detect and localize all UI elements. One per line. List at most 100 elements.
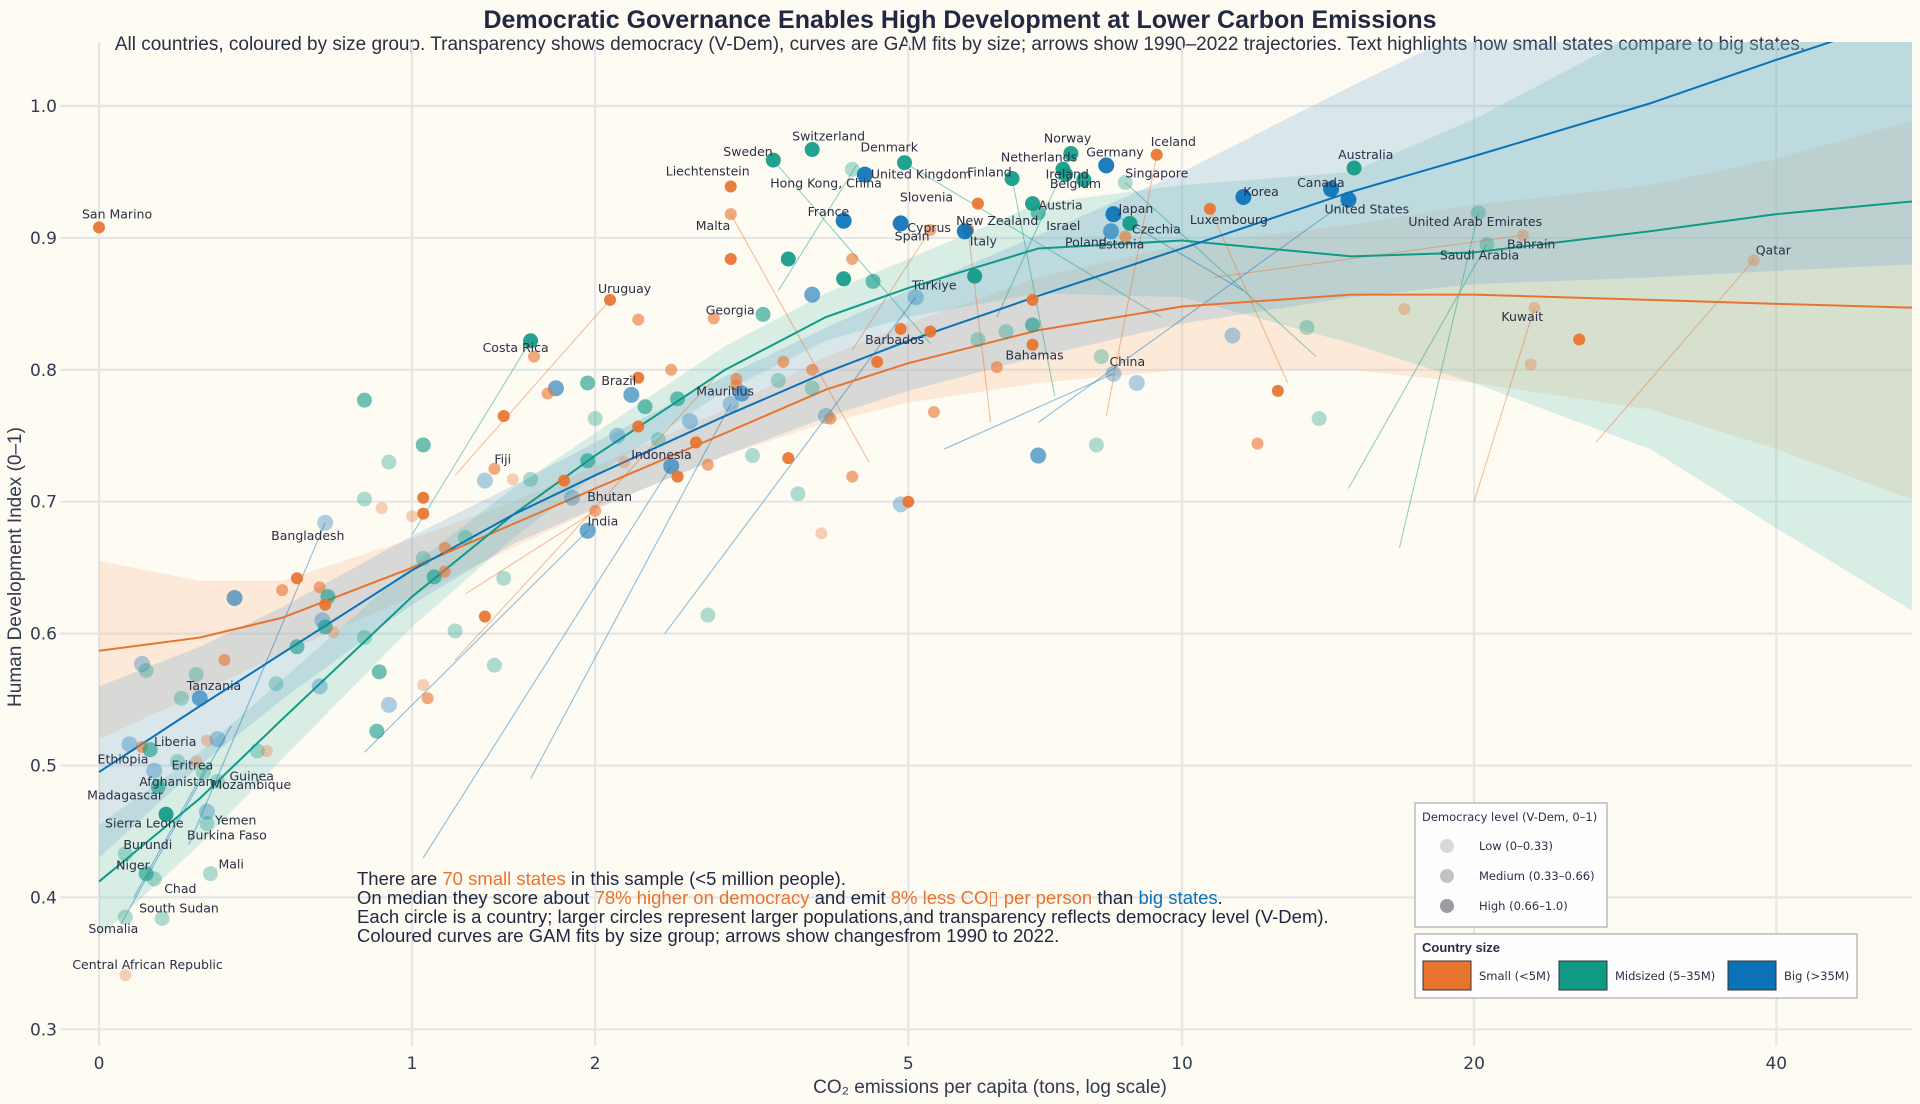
x-tick-label: 1 [407,1054,418,1074]
country-point [327,626,340,639]
country-label: United States [1324,202,1409,217]
gam-curve-mid [98,200,1912,883]
country-label: Ethiopia [98,751,149,766]
country-point [1093,349,1109,365]
trajectory-arrow-mid [772,159,931,344]
country-point [496,570,512,586]
gam-confidence-bands [99,42,1912,937]
country-label: Bahamas [1006,348,1064,363]
country-point-luxembourg [1203,202,1216,215]
country-point [564,489,581,506]
country-point [580,375,596,391]
country-point-chad [146,871,162,887]
country-point-ethiopia [121,736,138,753]
country-label: Korea [1243,184,1278,199]
country-point [289,639,305,655]
country-point [417,491,430,504]
country-point [319,598,332,611]
country-point [733,385,750,402]
gam-curves [98,42,1912,883]
country-point [824,412,837,425]
country-label: Belgium [1050,176,1101,191]
country-point [632,371,645,384]
country-point [836,271,852,287]
trajectory-arrow-big [530,403,732,779]
country-point [1088,437,1104,453]
country-point [417,507,430,520]
country-point [846,253,859,266]
country-point [190,755,203,768]
country-point [317,619,333,635]
country-point-tanzania [191,690,208,707]
y-tick-label: 0.8 [30,361,57,381]
country-label: Canada [1297,175,1345,190]
country-point-poland [1103,223,1120,240]
annotation-span: and emit [810,887,891,908]
country-point-burkina-faso [199,816,215,832]
annotation-text: There are 70 small states in this sample… [357,868,1329,946]
country-point [356,491,372,507]
country-label: China [1109,354,1145,369]
country-label: Qatar [1756,242,1792,257]
country-label: Israel [1046,218,1080,233]
x-tick-label: 2 [590,1054,601,1074]
country-label: Türkiye [911,277,957,292]
country-label: Hong Kong, China [770,175,882,190]
y-axis-label: Human Development Index (0–1) [5,427,26,707]
country-point-switzerland [804,142,820,158]
trajectory-arrow-small [730,213,870,463]
trajectory-arrow-mid [1011,178,1056,397]
annotation-span: 70 small states [442,868,565,889]
country-label: Cyprus [907,220,951,235]
country-point [371,664,387,680]
legend-size-small-label: Small (<5M) [1479,969,1550,983]
country-point-united-states [1340,191,1357,208]
country-point [1251,437,1264,450]
country-label: Kuwait [1501,309,1543,324]
legend-dem-medium-label: Medium (0.33–0.66) [1479,869,1595,883]
country-point [375,502,388,515]
country-point [381,454,397,470]
y-axis-ticks: 0.3 0.4 0.5 0.6 0.7 0.8 0.9 1.0 [30,97,57,1040]
country-label: Switzerland [792,129,865,144]
country-point [1299,320,1315,336]
country-point-bhutan [589,504,602,517]
country-point-india [579,522,596,539]
country-point-iceland [1150,148,1163,161]
country-point [782,452,795,465]
country-label: Chad [164,881,196,896]
country-point [486,657,502,673]
country-point-liechtenstein [724,180,737,193]
country-point [970,331,986,347]
x-tick-label: 0 [94,1054,105,1074]
country-point-slovenia [971,197,984,210]
trajectory-arrow-big [422,465,672,859]
country-point [689,436,702,449]
country-point-madagascar [150,779,166,795]
x-tick-label: 5 [903,1054,914,1074]
country-point [730,373,743,386]
country-point-canada [1323,181,1340,198]
country-point [580,453,596,469]
country-point [780,251,796,267]
legend-size-box [1414,933,1858,999]
country-point [209,731,226,748]
country-point [637,399,653,415]
trajectory-arrow-mid [996,153,1072,318]
country-point [804,286,821,303]
country-point-sweden [765,152,781,168]
country-point-sierra-leone [158,806,174,822]
country-point [927,406,940,419]
country-point-ireland [1058,167,1074,183]
country-point [770,372,786,388]
legend-dem-high-swatch [1440,899,1454,913]
country-point [249,743,265,759]
country-point-costa-rica [523,333,539,349]
country-point-somalia [117,909,133,925]
country-point [665,363,678,376]
legend-size-big-label: Big (>35M) [1784,969,1849,983]
country-point [276,584,289,597]
country-point-australia [1346,160,1362,176]
country-label: Sierra Leone [105,815,184,830]
country-point-bahrain [1516,229,1529,242]
